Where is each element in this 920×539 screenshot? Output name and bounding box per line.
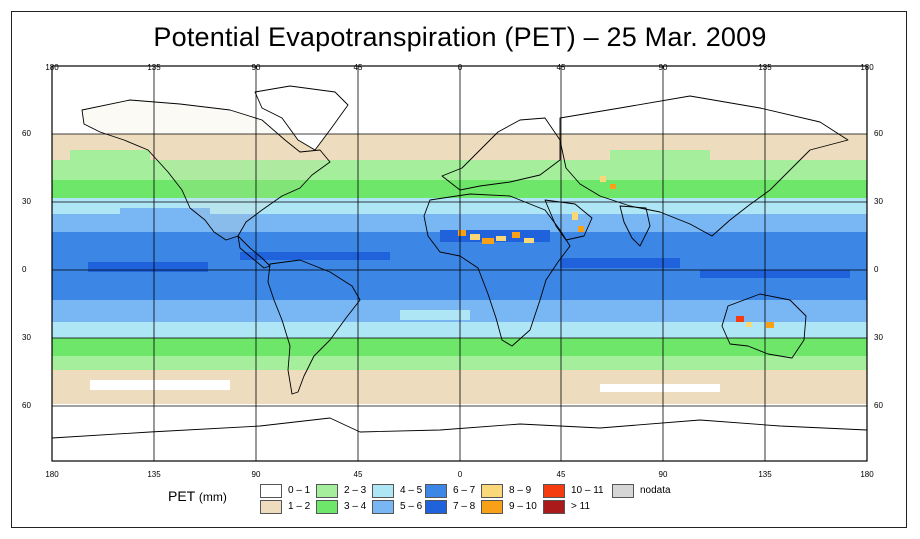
graticule <box>52 66 867 461</box>
pet-hotspots <box>458 176 774 328</box>
legend-swatch <box>372 500 394 514</box>
asia <box>559 95 849 237</box>
legend-swatch <box>612 484 634 498</box>
tick-bottom-135w: 135 <box>147 470 161 479</box>
tick-left-0: 0 <box>22 265 27 274</box>
legend-swatch <box>316 500 338 514</box>
tick-right-60s: 60 <box>874 401 883 410</box>
india <box>619 205 651 247</box>
tick-top-90w: 90 <box>251 63 261 72</box>
legend-swatch <box>260 484 282 498</box>
map-title: Potential Evapotranspiration (PET) – 25 … <box>153 22 767 52</box>
legend-label: 4 – 5 <box>400 485 423 496</box>
legend-label: 10 – 11 <box>571 485 604 496</box>
tick-top-135w: 135 <box>147 63 161 72</box>
tick-left-30s: 30 <box>22 333 31 342</box>
tick-bottom-90w: 90 <box>251 470 261 479</box>
pet-patches <box>70 150 850 392</box>
tick-left-60n: 60 <box>22 129 31 138</box>
south-america <box>267 259 361 395</box>
legend-swatch <box>372 484 394 498</box>
tick-bottom-45e: 45 <box>556 470 566 479</box>
legend-title: PET (mm) <box>168 488 227 504</box>
map-border <box>51 65 868 462</box>
legend-label: > 11 <box>571 501 590 512</box>
legend-label: 7 – 8 <box>453 501 476 512</box>
tick-top-90e: 90 <box>658 63 668 72</box>
tick-top-45w: 45 <box>353 63 363 72</box>
tick-bottom-180e: 180 <box>860 470 874 479</box>
central-america <box>237 235 271 269</box>
tick-bottom-0: 0 <box>457 470 463 479</box>
legend-label: 5 – 6 <box>400 501 423 512</box>
legend-label: 1 – 2 <box>288 501 311 512</box>
legend-label: 8 – 9 <box>509 485 532 496</box>
legend-swatch <box>425 500 447 514</box>
legend-swatch <box>260 500 282 514</box>
tick-right-0: 0 <box>874 265 879 274</box>
legend-label: 0 – 1 <box>288 485 311 496</box>
legend-title-text: PET <box>168 488 195 504</box>
tick-top-0: 0 <box>457 63 463 72</box>
legend-swatch <box>481 484 503 498</box>
legend-swatch <box>316 484 338 498</box>
legend-label: 3 – 4 <box>344 501 367 512</box>
band-subtropic-south <box>52 322 867 340</box>
tick-right-30n: 30 <box>874 197 883 206</box>
tick-left-60s: 60 <box>22 401 31 410</box>
tick-top-135e: 135 <box>758 63 772 72</box>
tick-top-45e: 45 <box>556 63 566 72</box>
tick-right-60n: 60 <box>874 129 883 138</box>
tick-bottom-90e: 90 <box>658 470 668 479</box>
north-america <box>81 99 331 241</box>
legend-swatch <box>543 500 565 514</box>
tick-right-30s: 30 <box>874 333 883 342</box>
legend-swatch <box>543 484 565 498</box>
figure-frame <box>11 11 907 528</box>
band-midlat-south-light <box>52 356 867 372</box>
tick-top-180e: 180 <box>860 63 874 72</box>
tick-top-180w: 180 <box>45 63 59 72</box>
tick-left-30n: 30 <box>22 197 31 206</box>
legend-label: 6 – 7 <box>453 485 476 496</box>
legend-swatch <box>481 500 503 514</box>
legend-units: (mm) <box>198 490 227 504</box>
arabia <box>544 199 593 241</box>
legend-label: 2 – 3 <box>344 485 367 496</box>
legend-swatch <box>425 484 447 498</box>
tick-bottom-45w: 45 <box>353 470 363 479</box>
band-polar-north <box>52 66 867 134</box>
legend-label: 9 – 10 <box>509 501 537 512</box>
tick-bottom-135e: 135 <box>758 470 772 479</box>
tick-bottom-180w: 180 <box>45 470 59 479</box>
legend-label: nodata <box>640 485 671 496</box>
